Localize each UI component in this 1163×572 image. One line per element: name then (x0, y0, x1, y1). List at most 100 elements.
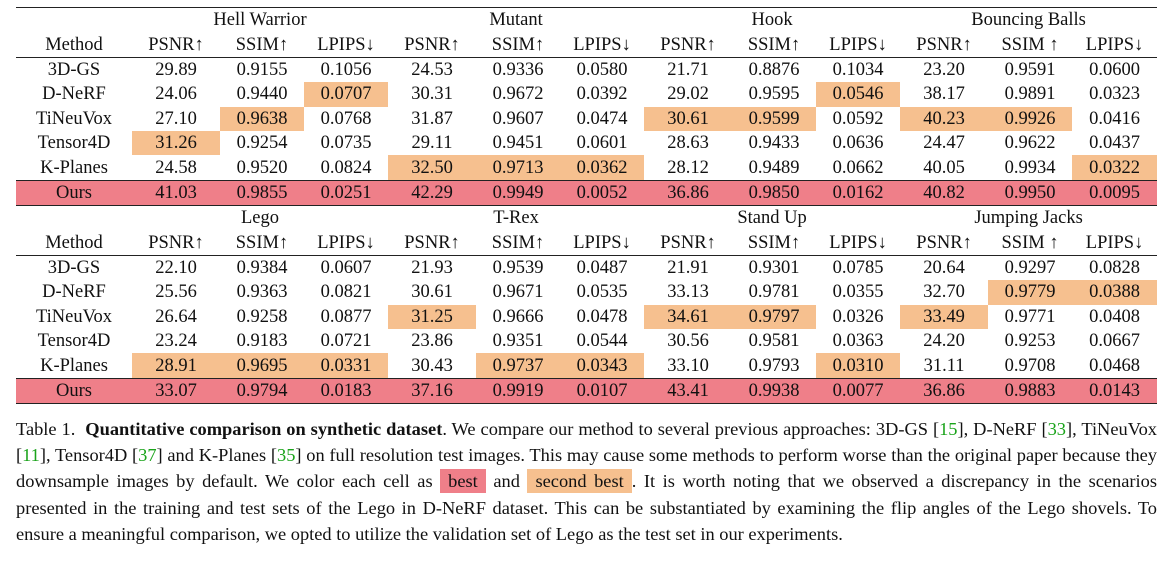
metric-cell: 24.58 (155, 157, 197, 178)
metric-header: SSIM↑ (476, 230, 561, 256)
metric-cell: 30.31 (411, 84, 453, 105)
metric-header: LPIPS↓ (560, 230, 645, 256)
metric-cell: 42.29 (388, 179, 477, 207)
metric-cell: 0.9581 (748, 331, 800, 352)
metric-cell: 29.11 (411, 133, 453, 154)
metric-cell: 0.9938 (732, 377, 817, 405)
scene-header-row: Hell Warrior Mutant Hook Bouncing Balls (16, 7, 1158, 33)
best-color-swatch: best (440, 469, 486, 494)
metric-cell: 0.0392 (576, 84, 628, 105)
metric-cell: 0.9919 (476, 377, 561, 405)
metric-header: PSNR↑ (900, 230, 989, 256)
metric-cell: 0.9672 (492, 84, 544, 105)
metric-cell: 0.9253 (1004, 331, 1056, 352)
metric-cell: 0.0544 (576, 331, 628, 352)
scene-name: Hook (644, 7, 901, 33)
metric-cell: 0.0474 (576, 108, 628, 129)
metric-cell: 0.9595 (748, 84, 800, 105)
metric-cell: 26.64 (155, 306, 197, 327)
citation-link[interactable]: 15 (939, 419, 958, 439)
metric-header: PSNR↑ (900, 32, 989, 58)
metric-cell: 31.87 (411, 108, 453, 129)
metric-cell: 28.91 (132, 353, 220, 379)
metric-cell: 0.0478 (576, 306, 628, 327)
metric-cell: 0.9301 (748, 258, 800, 279)
metric-cell: 0.9297 (1004, 258, 1056, 279)
metric-cell: 0.0310 (816, 353, 901, 379)
metric-cell: 0.9737 (476, 353, 561, 379)
metric-cell: 0.9781 (748, 282, 800, 303)
citation-link[interactable]: 11 (22, 445, 40, 466)
metric-cell: 30.61 (644, 106, 733, 131)
metric-header: PSNR↑ (644, 32, 733, 58)
empty-corner (16, 7, 132, 33)
metric-cell: 36.86 (900, 377, 989, 405)
caption-title: Quantitative comparison on synthetic dat… (85, 419, 443, 439)
metric-cell: 0.9622 (1004, 133, 1056, 154)
metric-cell: 33.49 (900, 304, 989, 330)
metric-cell: 38.17 (923, 84, 965, 105)
metric-cell: 0.9666 (492, 306, 544, 327)
table-row: Tensor4D 23.24 0.9183 0.0721 23.86 0.9351 0.05… (16, 329, 1157, 353)
metric-cell: 40.23 (900, 106, 989, 131)
metric-header: PSNR↑ (388, 230, 477, 256)
metric-header: SSIM↑ (220, 230, 304, 256)
table-row: 3D-GS 22.10 0.9384 0.0607 21.93 0.9539 0.0487 2… (16, 255, 1157, 280)
metric-cell: 0.9797 (732, 304, 817, 330)
metric-header: SSIM ↑ (988, 230, 1073, 256)
metric-cell: 0.9351 (492, 331, 544, 352)
metric-cell: 21.91 (667, 258, 709, 279)
metric-cell: 0.0824 (320, 157, 372, 178)
metric-header: PSNR↑ (132, 230, 220, 256)
metric-cell: 0.0600 (1089, 59, 1140, 80)
metric-cell: 22.10 (155, 258, 197, 279)
metric-cell: 0.0468 (1089, 355, 1140, 376)
method-name: K-Planes (40, 157, 108, 178)
method-name: D-NeRF (42, 282, 106, 303)
metric-cell: 30.43 (411, 355, 453, 376)
metric-cell: 0.9671 (492, 282, 544, 303)
metric-cell: 0.9708 (1004, 355, 1056, 376)
metric-cell: 0.0363 (832, 331, 884, 352)
metric-header: PSNR↑ (388, 32, 477, 58)
metric-cell: 0.0721 (320, 331, 372, 352)
scene-name: Lego (241, 208, 280, 229)
scene-name: Hell Warrior (132, 7, 389, 33)
metric-cell: 36.86 (644, 179, 733, 207)
metric-cell: 0.0107 (560, 377, 645, 405)
metric-cell: 0.0052 (560, 179, 645, 207)
table-row: TiNeuVox 27.10 0.9638 0.0768 31.87 0.9607 0.04… (16, 106, 1157, 131)
metric-cell: 0.0323 (1089, 84, 1140, 105)
metric-cell: 29.89 (155, 59, 197, 80)
citation-link[interactable]: 33 (1047, 419, 1066, 439)
metric-cell: 24.47 (923, 133, 965, 154)
method-name: TiNeuVox (35, 306, 113, 327)
method-header: Method (16, 32, 132, 58)
metric-cell: 0.9254 (236, 133, 288, 154)
method-name: Tensor4D (37, 331, 111, 352)
metric-cell: 0.0535 (576, 282, 628, 303)
metric-header: LPIPS↓ (1072, 230, 1158, 256)
metric-cell: 31.26 (132, 130, 220, 156)
metric-cell: 0.9155 (236, 59, 288, 80)
metric-cell: 0.9950 (988, 179, 1073, 207)
metric-cell: 43.41 (644, 377, 733, 405)
metric-cell: 0.0580 (576, 59, 628, 80)
metric-header: LPIPS↓ (1072, 32, 1158, 58)
metric-cell: 23.24 (155, 331, 197, 352)
metric-cell: 23.86 (411, 331, 453, 352)
method-name: Ours (16, 179, 132, 207)
citation-link[interactable]: 37 (138, 445, 157, 466)
metric-cell: 0.0828 (1089, 258, 1140, 279)
metric-cell: 0.0636 (832, 133, 884, 154)
method-name: 3D-GS (47, 59, 101, 80)
metric-cell: 41.03 (132, 179, 220, 207)
metric-cell: 40.82 (900, 179, 989, 207)
metric-cell: 0.9520 (236, 157, 288, 178)
metric-cell: 0.9926 (988, 106, 1073, 131)
metric-cell: 0.0143 (1072, 377, 1158, 405)
citation-link[interactable]: 35 (277, 445, 296, 466)
empty-corner (16, 206, 132, 231)
metric-cell: 0.9451 (492, 133, 544, 154)
metric-cell: 0.0546 (816, 82, 901, 107)
